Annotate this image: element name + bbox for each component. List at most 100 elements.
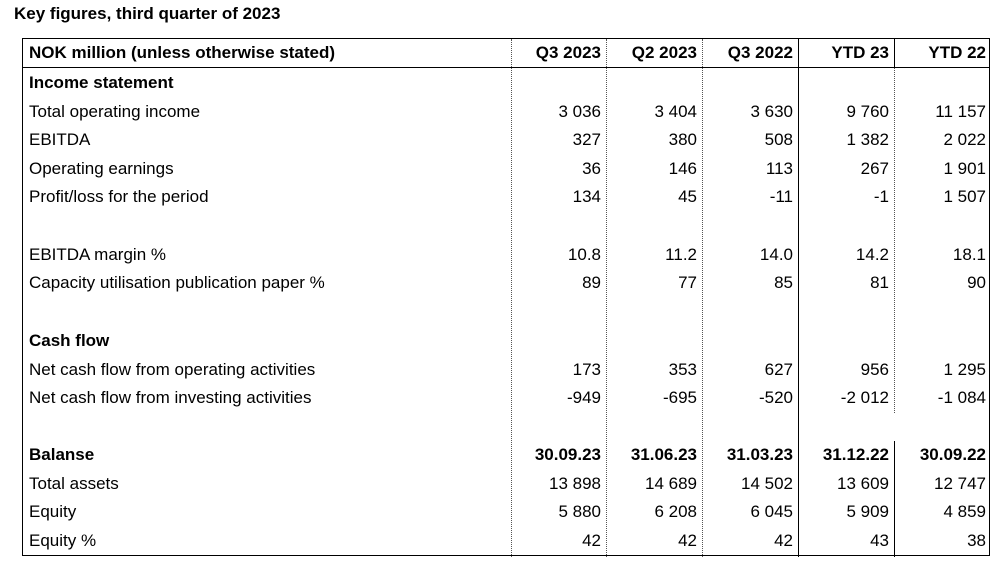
table-cell bbox=[704, 69, 793, 97]
section-heading: Balanse bbox=[29, 445, 95, 464]
header-row: NOK million (unless otherwise stated) Q3… bbox=[23, 39, 989, 67]
table-cell: 327 bbox=[572, 130, 601, 149]
table-row: Equity % 42 42 42 43 38 bbox=[23, 527, 989, 555]
table-cell: 1 507 bbox=[943, 187, 986, 206]
section-heading: Income statement bbox=[29, 73, 174, 92]
row-label: Capacity utilisation publication paper % bbox=[29, 273, 325, 292]
table-cell: 38 bbox=[967, 531, 986, 550]
table-cell: 81 bbox=[870, 273, 889, 292]
table-cell: 11 157 bbox=[935, 102, 986, 121]
table-cell: -695 bbox=[662, 388, 697, 407]
table-cell: 134 bbox=[572, 187, 601, 206]
table-cell: 18.1 bbox=[952, 245, 986, 264]
table-cell: 90 bbox=[967, 273, 986, 292]
table-cell: 3 630 bbox=[750, 102, 793, 121]
column-divider bbox=[511, 39, 512, 557]
column-divider bbox=[702, 39, 703, 557]
table-row: Balanse 30.09.23 31.06.23 31.03.23 31.12.22 3… bbox=[23, 441, 989, 469]
column-header: Q3 2023 bbox=[535, 43, 601, 62]
table-cell: 627 bbox=[764, 360, 793, 379]
table-cell: -1 bbox=[873, 187, 889, 206]
table-row: Net cash flow from investing activities -… bbox=[23, 384, 989, 412]
table-cell: 42 bbox=[582, 531, 601, 550]
row-label: Total operating income bbox=[29, 102, 201, 121]
table-row: Capacity utilisation publication paper %… bbox=[23, 269, 989, 297]
table-cell: 30.09.23 bbox=[534, 445, 601, 464]
table-cell: 1 901 bbox=[943, 159, 986, 178]
table-row: Cash flow bbox=[23, 327, 989, 355]
table-row: EBITDA 327 380 508 1 382 2 022 bbox=[23, 126, 989, 154]
table-cell: 43 bbox=[870, 531, 889, 550]
table-cell: -520 bbox=[758, 388, 793, 407]
table-cell: 380 bbox=[668, 130, 697, 149]
table-cell bbox=[800, 69, 889, 97]
table-row: EBITDA margin % 10.8 11.2 14.0 14.2 18.1 bbox=[23, 241, 989, 269]
table-cell: -949 bbox=[566, 388, 601, 407]
column-divider bbox=[894, 441, 895, 557]
row-label: Equity % bbox=[29, 531, 97, 550]
key-figures-table: NOK million (unless otherwise stated) Q3… bbox=[22, 38, 990, 557]
table-row: Total operating income 3 036 3 404 3 630 9 7… bbox=[23, 98, 989, 126]
table-cell: -11 bbox=[769, 187, 793, 206]
table-cell: 2 022 bbox=[943, 130, 986, 149]
table-cell: 3 404 bbox=[654, 102, 697, 121]
header-label: NOK million (unless otherwise stated) bbox=[29, 43, 336, 62]
table-cell: 30.09.22 bbox=[919, 445, 986, 464]
column-header: YTD 22 bbox=[928, 43, 986, 62]
table-cell bbox=[608, 327, 697, 355]
table-cell: 5 880 bbox=[558, 502, 601, 521]
table-cell bbox=[513, 69, 601, 97]
table-cell: 956 bbox=[860, 360, 889, 379]
column-header: YTD 23 bbox=[831, 43, 889, 62]
table-row: Operating earnings 36 146 113 267 1 901 bbox=[23, 155, 989, 183]
table-row: Profit/loss for the period 134 45 -11 -1 1 50… bbox=[23, 183, 989, 211]
table-cell: 31.06.23 bbox=[630, 445, 697, 464]
table-cell: 14 502 bbox=[741, 474, 793, 493]
table-cell: 42 bbox=[774, 531, 793, 550]
table-row: Total assets 13 898 14 689 14 502 13 609 12 7… bbox=[23, 470, 989, 498]
row-label: Equity bbox=[29, 502, 77, 521]
table-cell: 353 bbox=[668, 360, 697, 379]
table-cell: 6 045 bbox=[750, 502, 793, 521]
table-cell: 5 909 bbox=[846, 502, 889, 521]
column-header: Q3 2022 bbox=[727, 43, 793, 62]
table-cell: 85 bbox=[774, 273, 793, 292]
table-cell: 508 bbox=[764, 130, 793, 149]
table-cell: 9 760 bbox=[846, 102, 889, 121]
table-cell: 14 689 bbox=[645, 474, 697, 493]
table-cell: 13 609 bbox=[837, 474, 889, 493]
table-cell: 42 bbox=[678, 531, 697, 550]
table-cell: 11.2 bbox=[665, 245, 697, 264]
row-label: Profit/loss for the period bbox=[29, 187, 209, 206]
row-label: Net cash flow from operating activities bbox=[29, 360, 316, 379]
table-row: Equity 5 880 6 208 6 045 5 909 4 859 bbox=[23, 498, 989, 526]
column-divider bbox=[606, 39, 607, 557]
table-cell: 1 295 bbox=[943, 360, 986, 379]
table-cell bbox=[704, 327, 793, 355]
row-label: Net cash flow from investing activities bbox=[29, 388, 312, 407]
table-row: Income statement bbox=[23, 69, 989, 97]
row-label: Total assets bbox=[29, 474, 119, 493]
table-row: Net cash flow from operating activities 1… bbox=[23, 356, 989, 384]
table-cell: 12 747 bbox=[934, 474, 986, 493]
table-cell: 36 bbox=[582, 159, 601, 178]
table-cell: 173 bbox=[572, 360, 601, 379]
table-cell: 31.03.23 bbox=[726, 445, 793, 464]
row-label: EBITDA bbox=[29, 130, 91, 149]
table-cell: -1 084 bbox=[937, 388, 986, 407]
table-cell bbox=[513, 327, 601, 355]
table-cell: 77 bbox=[678, 273, 697, 292]
table-cell bbox=[896, 327, 986, 355]
table-cell: 13 898 bbox=[549, 474, 601, 493]
table-cell: 45 bbox=[678, 187, 697, 206]
table-cell bbox=[800, 327, 889, 355]
table-cell: 4 859 bbox=[943, 502, 986, 521]
table-cell: 6 208 bbox=[654, 502, 697, 521]
table-cell: 14.2 bbox=[855, 245, 889, 264]
table-cell: 31.12.22 bbox=[822, 445, 889, 464]
table-cell bbox=[608, 69, 697, 97]
row-label: Operating earnings bbox=[29, 159, 174, 178]
column-divider bbox=[798, 39, 799, 557]
table-cell: 89 bbox=[582, 273, 601, 292]
table-cell: 146 bbox=[668, 159, 697, 178]
